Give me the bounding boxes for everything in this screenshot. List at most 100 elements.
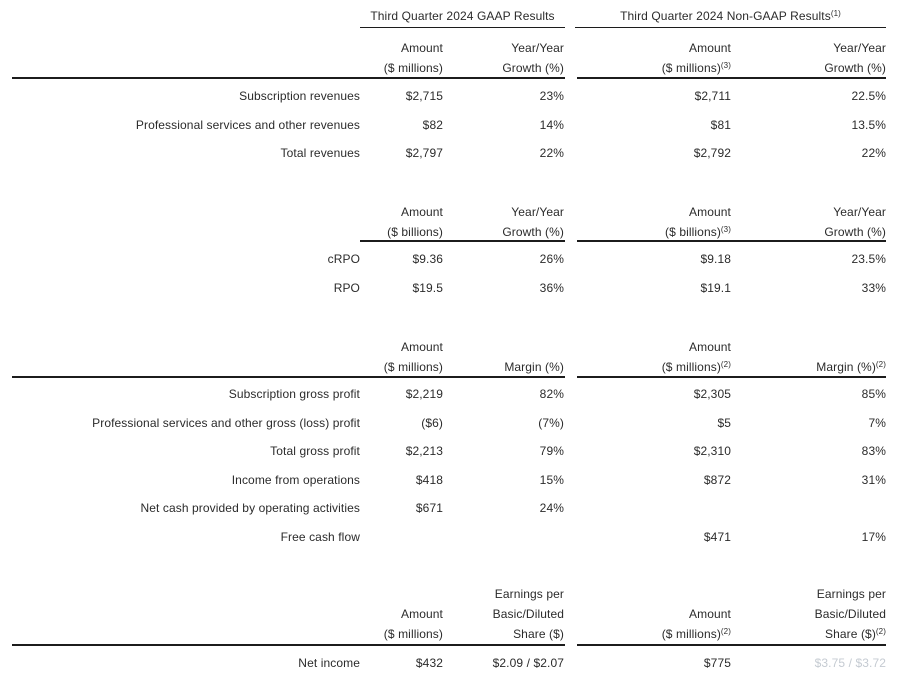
s4-column-headers-line2: ($ millions) Share ($) ($ millions)(2) S… [0,624,900,644]
non-gaap-amount-cell: $2,711 [694,89,731,103]
col-header-gaap-eps-line2: Basic/Diluted [492,607,564,621]
row-label: Total gross profit [270,444,360,458]
row-label: Subscription revenues [239,89,360,103]
table-row: Subscription gross profit $2,219 82% $2,… [0,380,900,409]
non-gaap-metric-cell: 22% [861,146,886,160]
gaap-amount-cell: $671 [415,501,443,515]
s1-rows: Subscription revenues $2,715 23% $2,711 … [0,82,900,168]
col-header-gaap-amount-unit: ($ millions) [383,627,443,641]
row-label: Net income [298,656,360,670]
non-gaap-amount-cell: $5 [717,415,731,430]
col-header-non-gaap-amount: Amount [689,41,731,55]
s3-rule-left [12,376,565,378]
non-gaap-metric-cell: 23.5% [851,252,886,266]
col-header-non-gaap-amount-unit: ($ millions)(2) [661,360,731,374]
col-header-non-gaap-eps-line1: Earnings per [816,587,886,601]
footnote-ref-2: (2) [720,627,731,636]
col-header-non-gaap-eps-line2: Basic/Diluted [814,607,886,621]
gaap-amount-cell: ($6) [421,415,443,430]
col-header-gaap-amount-unit: ($ millions) [383,61,443,75]
gaap-metric-cell: (7%) [538,415,564,430]
non-gaap-metric-cell: 7% [868,415,886,430]
col-header-non-gaap-amount-unit: ($ millions)(3) [661,61,731,75]
non-gaap-metric-cell: 13.5% [851,117,886,132]
s4-column-headers-line1: Amount Basic/Diluted Amount Basic/Dilute… [0,604,900,624]
col-header-gaap-amount-unit: ($ billions) [387,225,443,239]
s3-rule-right [577,376,886,378]
gaap-amount-cell: $2,213 [405,444,443,458]
table-row: Net cash provided by operating activitie… [0,494,900,523]
s4-rows: Net income $432 $2.09 / $2.07 $775 $3.75… [0,649,900,678]
s4-column-headers-line0: Earnings per Earnings per [0,584,900,604]
non-gaap-metric-cell: 22.5% [851,89,886,103]
row-label: Free cash flow [280,529,360,544]
gaap-metric-cell: 23% [539,89,564,103]
footnote-ref-3: (3) [720,61,731,70]
col-header-non-gaap-eps-line3: Share ($)(2) [825,627,886,641]
row-label: Subscription gross profit [228,387,360,401]
footnote-ref-3: (3) [720,225,731,234]
non-gaap-metric-cell-faded: $3.75 / $3.72 [814,656,886,670]
col-header-non-gaap-margin: Margin (%)(2) [816,360,886,374]
footnote-ref-2: (2) [875,360,886,369]
non-gaap-amount-cell: $2,305 [693,387,731,401]
non-gaap-metric-cell: 83% [861,444,886,458]
col-header-non-gaap-growth: Year/Year [833,205,886,219]
row-label: RPO [333,280,360,295]
gaap-metric-cell: 15% [539,472,564,487]
non-gaap-metric-cell: 31% [861,472,886,487]
col-header-gaap-amount: Amount [401,340,443,354]
col-header-non-gaap-growth-unit: Growth (%) [824,61,886,75]
non-gaap-metric-cell: 85% [861,387,886,401]
table-row: Free cash flow $471 17% [0,523,900,552]
col-header-gaap-amount: Amount [401,41,443,55]
s2-rows: cRPO $9.36 26% $9.18 23.5% RPO $19.5 36%… [0,245,900,302]
non-gaap-amount-cell: $2,792 [693,146,731,160]
col-header-gaap-amount-unit: ($ millions) [383,360,443,374]
footnote-ref-1: (1) [830,9,841,18]
table-row: Professional services and other gross (l… [0,409,900,438]
gaap-amount-cell: $9.36 [412,252,443,266]
s3-column-headers-line2: ($ millions) Margin (%) ($ millions)(2) … [0,357,900,377]
gaap-metric-cell: 79% [539,444,564,458]
gaap-amount-cell: $418 [415,472,443,487]
table-row: Total revenues $2,797 22% $2,792 22% [0,139,900,168]
gaap-amount-cell: $82 [422,117,443,132]
s2-rule-right [577,240,886,242]
col-header-non-gaap-amount: Amount [689,205,731,219]
col-header-gaap-growth-unit: Growth (%) [502,61,564,75]
s1-rule-right [577,77,886,79]
row-label: Professional services and other revenues [135,117,360,132]
gaap-amount-cell: $2,219 [405,387,443,401]
s2-column-headers-line2: ($ billions) Growth (%) ($ billions)(3) … [0,222,900,242]
non-gaap-metric-cell: 17% [861,529,886,544]
table-row: RPO $19.5 36% $19.1 33% [0,274,900,303]
gaap-group-header-label: Third Quarter 2024 GAAP Results [370,9,555,23]
s1-column-headers-line1: Amount Year/Year Amount Year/Year [0,38,900,58]
row-label: cRPO [327,252,360,266]
table-row: Net income $432 $2.09 / $2.07 $775 $3.75… [0,649,900,678]
non-gaap-amount-cell: $19.1 [700,280,731,295]
s3-column-headers-line1: Amount Amount [0,337,900,357]
col-header-gaap-growth: Year/Year [511,205,564,219]
gaap-amount-cell: $2,797 [405,146,443,160]
col-header-gaap-margin: Margin (%) [504,360,564,374]
col-header-non-gaap-amount-unit: ($ billions)(3) [665,225,731,239]
footnote-ref-2: (2) [875,627,886,636]
gaap-metric-cell: 14% [539,117,564,132]
s4-rule-right [577,644,886,646]
s1-rule-left [12,77,565,79]
col-header-gaap-amount: Amount [401,205,443,219]
gaap-header-underline [360,27,565,28]
row-label: Income from operations [231,472,360,487]
row-label: Professional services and other gross (l… [92,415,360,430]
gaap-metric-cell: 82% [539,387,564,401]
gaap-metric-cell: $2.09 / $2.07 [492,656,564,670]
s1-column-headers-line2: ($ millions) Growth (%) ($ millions)(3) … [0,58,900,78]
col-header-non-gaap-amount: Amount [689,340,731,354]
row-label: Total revenues [280,146,360,160]
s2-column-headers-line1: Amount Year/Year Amount Year/Year [0,202,900,222]
row-label: Net cash provided by operating activitie… [140,501,360,515]
s3-rows: Subscription gross profit $2,219 82% $2,… [0,380,900,551]
